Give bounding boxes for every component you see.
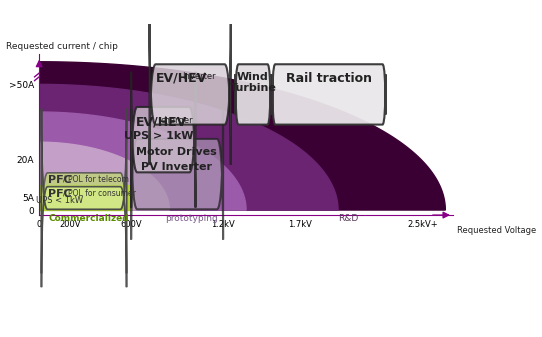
Text: Requested Voltage: Requested Voltage (457, 226, 537, 235)
FancyBboxPatch shape (41, 109, 126, 287)
Text: prototyping: prototyping (165, 214, 217, 223)
Text: Inverter: Inverter (182, 72, 215, 81)
Text: EV/HEV: EV/HEV (156, 72, 207, 85)
Text: Rail traction: Rail traction (286, 72, 372, 85)
Text: R&D: R&D (338, 214, 358, 223)
Text: Commercialized: Commercialized (48, 214, 129, 223)
Text: Motor Drives: Motor Drives (136, 147, 217, 157)
FancyBboxPatch shape (150, 24, 231, 165)
Text: PFC: PFC (48, 175, 72, 185)
Text: PV Inverter: PV Inverter (141, 162, 212, 172)
FancyBboxPatch shape (131, 109, 223, 240)
Text: / POL for consumer: / POL for consumer (63, 189, 136, 198)
Text: PFC: PFC (48, 189, 72, 199)
FancyBboxPatch shape (272, 64, 385, 125)
FancyBboxPatch shape (131, 72, 196, 208)
Text: charger: charger (160, 116, 193, 125)
Polygon shape (39, 142, 170, 210)
Text: UPS < 1kW: UPS < 1kW (36, 196, 82, 205)
Text: UPS > 1kW: UPS > 1kW (124, 131, 193, 141)
Polygon shape (39, 112, 246, 210)
Text: EV/HEV: EV/HEV (136, 116, 187, 129)
Polygon shape (39, 84, 338, 210)
Text: / POL for telecom: / POL for telecom (63, 175, 129, 184)
FancyBboxPatch shape (235, 64, 270, 125)
Text: Requested current / chip: Requested current / chip (6, 42, 118, 51)
FancyBboxPatch shape (41, 109, 126, 273)
Polygon shape (39, 62, 446, 210)
Text: Wind
Turbine: Wind Turbine (229, 72, 276, 93)
